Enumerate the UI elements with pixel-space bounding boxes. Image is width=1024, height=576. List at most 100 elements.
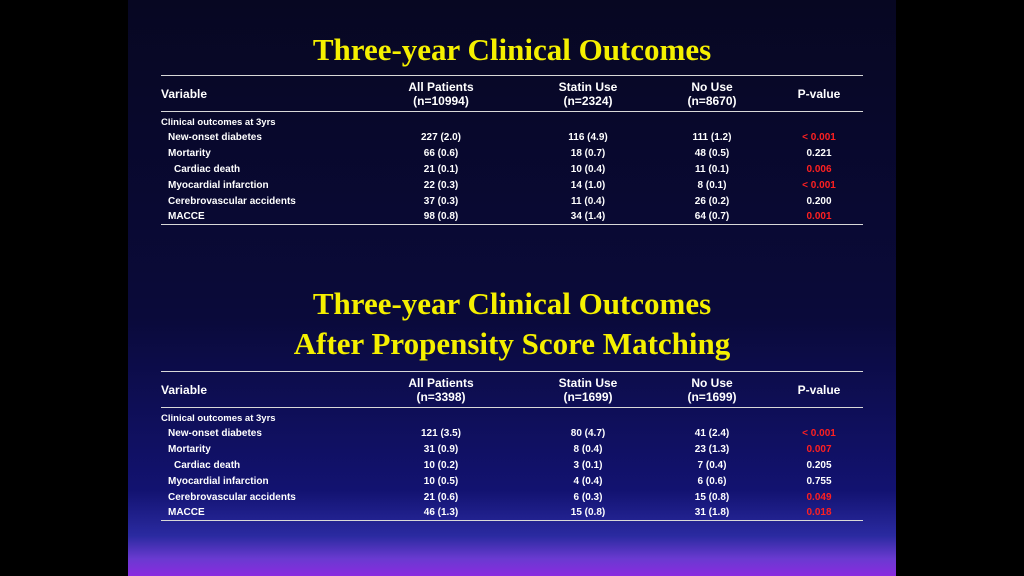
row-variable: Cardiac death — [174, 163, 241, 175]
row-variable: Cerebrovascular accidents — [168, 491, 296, 503]
no-use-label: No Use — [691, 79, 733, 94]
all-patients-value: 121 (3.5) — [420, 428, 462, 440]
matched-outcomes-table: Variable All Patients (n=3398) Statin Use… — [161, 371, 863, 521]
all-patients-value: 10 (0.2) — [423, 459, 459, 471]
section-label: Clinical outcomes at 3yrs — [161, 413, 276, 424]
statin-use-value: 10 (0.4) — [570, 163, 606, 175]
table-row: Myocardial infarction 22 (0.3) 14 (1.0) … — [161, 177, 863, 193]
all-patients-value: 10 (0.5) — [423, 475, 459, 487]
outcomes-table: Variable All Patients (n=10994) Statin Us… — [161, 75, 863, 225]
no-use-label: No Use — [691, 375, 733, 390]
no-use-header: No Use (n=1699) — [649, 372, 775, 408]
no-use-value: 26 (0.2) — [694, 195, 730, 207]
statin-use-value: 116 (4.9) — [568, 132, 608, 144]
row-variable: Mortarity — [168, 148, 211, 160]
table-row: Cerebrovascular accidents 37 (0.3) 11 (0… — [161, 193, 863, 209]
row-variable: New-onset diabetes — [168, 428, 262, 440]
row-variable: MACCE — [168, 507, 205, 519]
no-use-header: No Use (n=8670) — [649, 76, 775, 112]
variable-header: Variable — [161, 382, 208, 397]
p-value: 0.205 — [806, 459, 832, 471]
row-variable: Myocardial infarction — [168, 179, 269, 191]
no-use-value: 7 (0.4) — [697, 459, 727, 471]
all-patients-header: All Patients (n=3398) — [355, 372, 527, 408]
table-row: Cardiac death 10 (0.2) 3 (0.1) 7 (0.4) 0… — [161, 458, 863, 474]
table-row: New-onset diabetes 227 (2.0) 116 (4.9) 1… — [161, 130, 863, 146]
all-patients-label: All Patients — [408, 375, 474, 390]
no-use-n: (n=8670) — [687, 93, 737, 108]
p-value-header: P-value — [797, 86, 841, 101]
slide-title-bottom: Three-year Clinical Outcomes After Prope… — [128, 284, 896, 364]
section-row: Clinical outcomes at 3yrs — [161, 112, 863, 131]
no-use-value: 15 (0.8) — [694, 491, 730, 503]
no-use-value: 48 (0.5) — [694, 148, 730, 160]
all-patients-value: 21 (0.6) — [423, 491, 459, 503]
row-variable: Mortarity — [168, 444, 211, 456]
section-row: Clinical outcomes at 3yrs — [161, 408, 863, 427]
all-patients-value: 227 (2.0) — [420, 132, 462, 144]
table-row: MACCE 46 (1.3) 15 (0.8) 31 (1.8) 0.018 — [161, 505, 863, 521]
all-patients-value: 66 (0.6) — [423, 148, 459, 160]
no-use-value: 8 (0.1) — [697, 179, 727, 191]
p-value: 0.001 — [806, 211, 832, 223]
all-patients-value: 22 (0.3) — [423, 179, 459, 191]
statin-use-value: 4 (0.4) — [573, 475, 603, 487]
no-use-value: 41 (2.4) — [694, 428, 730, 440]
all-patients-header: All Patients (n=10994) — [355, 76, 527, 112]
statin-use-n: (n=1699) — [563, 389, 613, 404]
statin-use-value: 11 (0.4) — [571, 195, 605, 207]
table-row: MACCE 98 (0.8) 34 (1.4) 64 (0.7) 0.001 — [161, 209, 863, 225]
p-value: 0.006 — [806, 163, 832, 175]
statin-use-value: 8 (0.4) — [573, 444, 603, 456]
all-patients-value: 31 (0.9) — [423, 444, 459, 456]
p-value: 0.007 — [806, 444, 832, 456]
p-value: 0.018 — [806, 507, 832, 519]
no-use-value: 64 (0.7) — [694, 211, 730, 223]
variable-header: Variable — [161, 86, 208, 101]
no-use-n: (n=1699) — [687, 389, 737, 404]
no-use-value: 111 (1.2) — [692, 132, 732, 144]
p-value: < 0.001 — [802, 179, 836, 191]
row-variable: New-onset diabetes — [168, 132, 262, 144]
slide: Three-year Clinical Outcomes Variable Al… — [128, 0, 896, 576]
row-variable: Cardiac death — [174, 459, 241, 471]
table-row: New-onset diabetes 121 (3.5) 80 (4.7) 41… — [161, 426, 863, 442]
statin-use-header: Statin Use (n=2324) — [527, 76, 649, 112]
table-row: Mortarity 66 (0.6) 18 (0.7) 48 (0.5) 0.2… — [161, 146, 863, 162]
p-value: < 0.001 — [802, 132, 836, 144]
statin-use-value: 34 (1.4) — [570, 211, 606, 223]
all-patients-n: (n=3398) — [416, 389, 466, 404]
table-row: Mortarity 31 (0.9) 8 (0.4) 23 (1.3) 0.00… — [161, 442, 863, 458]
no-use-value: 31 (1.8) — [694, 507, 730, 519]
table-row: Cardiac death 21 (0.1) 10 (0.4) 11 (0.1)… — [161, 162, 863, 178]
p-value: 0.200 — [806, 195, 832, 207]
row-variable: MACCE — [168, 211, 205, 223]
title-line-2: After Propensity Score Matching — [293, 326, 731, 361]
all-patients-value: 98 (0.8) — [423, 211, 459, 223]
table-header-row: Variable All Patients (n=10994) Statin Us… — [161, 75, 863, 112]
all-patients-value: 21 (0.1) — [423, 163, 459, 175]
no-use-value: 6 (0.6) — [697, 475, 727, 487]
slide-title-top: Three-year Clinical Outcomes — [312, 32, 712, 67]
statin-use-value: 80 (4.7) — [570, 428, 606, 440]
p-value: 0.221 — [806, 148, 832, 160]
p-value: 0.049 — [806, 491, 832, 503]
all-patients-value: 46 (1.3) — [423, 507, 459, 519]
no-use-value: 23 (1.3) — [694, 444, 730, 456]
p-value-header: P-value — [797, 382, 841, 397]
statin-use-label: Statin Use — [558, 375, 618, 390]
statin-use-value: 14 (1.0) — [570, 179, 606, 191]
statin-use-value: 18 (0.7) — [570, 148, 606, 160]
row-variable: Myocardial infarction — [168, 475, 269, 487]
statin-use-value: 6 (0.3) — [573, 491, 603, 503]
all-patients-label: All Patients — [408, 79, 474, 94]
all-patients-n: (n=10994) — [413, 93, 469, 108]
section-label: Clinical outcomes at 3yrs — [161, 117, 276, 128]
title-line-1: Three-year Clinical Outcomes — [312, 286, 712, 321]
statin-use-header: Statin Use (n=1699) — [527, 372, 649, 408]
no-use-value: 11 (0.1) — [695, 163, 729, 175]
row-variable: Cerebrovascular accidents — [168, 195, 296, 207]
all-patients-value: 37 (0.3) — [423, 195, 459, 207]
table-header-row: Variable All Patients (n=3398) Statin Use… — [161, 371, 863, 408]
table-row: Myocardial infarction 10 (0.5) 4 (0.4) 6… — [161, 473, 863, 489]
